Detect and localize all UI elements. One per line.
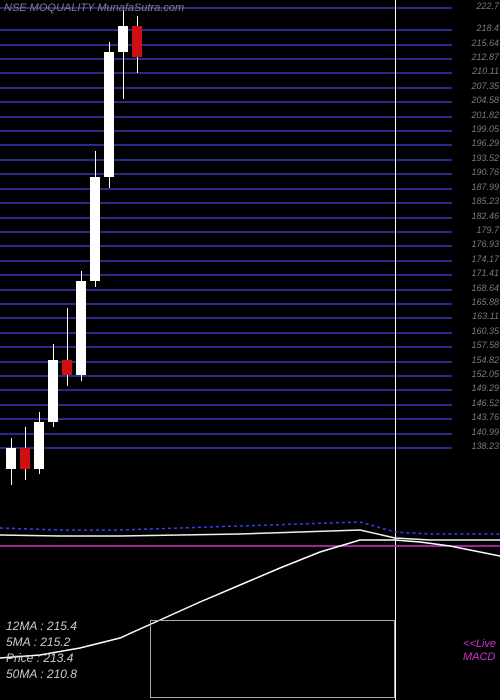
chart-container: NSE MOQUALITY MunafaSutra.com 12MA : 215… [0,0,500,700]
ma-info-line: 5MA : 215.2 [6,634,77,650]
ma-info-line: 50MA : 210.8 [6,666,77,682]
live-macd-label: <<LiveMACD [463,638,496,664]
ma-info-block: 12MA : 215.45MA : 215.2Price : 213.450MA… [6,618,77,682]
ma-info-line: 12MA : 215.4 [6,618,77,634]
indicator-line-blue [0,522,500,534]
indicator-box [150,620,395,698]
indicator-lines [0,0,500,700]
live-label-line: MACD [463,651,496,664]
chart-title: NSE MOQUALITY MunafaSutra.com [4,2,184,14]
indicator-line-white_top [0,530,500,540]
live-label-line: <<Live [463,638,496,651]
ma-info-line: Price : 213.4 [6,650,77,666]
